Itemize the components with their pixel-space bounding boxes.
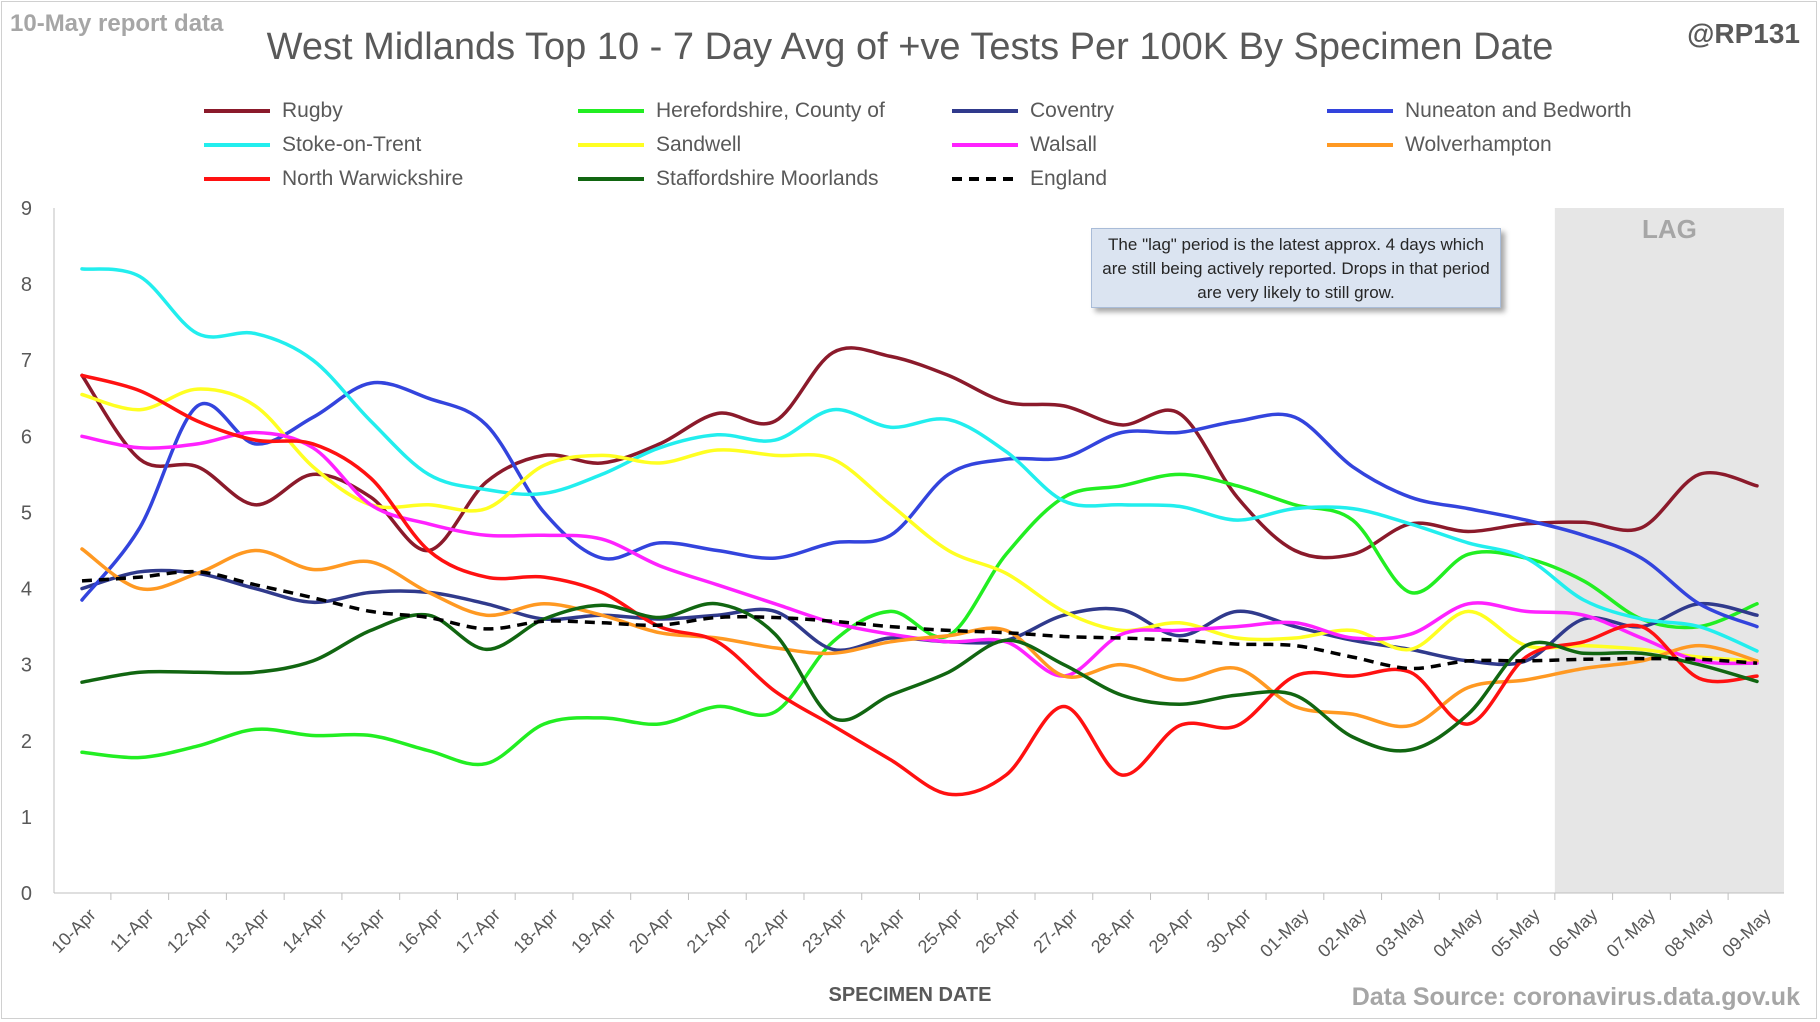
legend-label: Coventry (1030, 99, 1115, 122)
legend-item-nuneaton-and-bedworth: Nuneaton and Bedworth (1323, 96, 1632, 126)
x-tick-label: 19-Apr (567, 905, 619, 957)
y-tick-label: 6 (21, 426, 32, 448)
y-tick-label: 5 (21, 502, 32, 524)
legend-swatch (578, 109, 644, 113)
x-tick-label: 24-Apr (856, 905, 908, 957)
x-tick-label: 18-Apr (509, 905, 561, 957)
y-tick-label: 4 (21, 579, 32, 601)
legend-swatch (952, 143, 1018, 147)
legend-swatch (204, 143, 270, 147)
y-tick-label: 1 (21, 807, 32, 829)
legend-swatch (952, 177, 1018, 181)
legend-item-north-warwickshire: North Warwickshire (200, 164, 463, 194)
y-tick-label: 8 (21, 274, 32, 296)
legend-swatch (204, 109, 270, 113)
x-tick-label: 05-May (1487, 905, 1544, 962)
legend-item-rugby: Rugby (200, 96, 343, 126)
legend-swatch (1327, 143, 1393, 147)
y-tick-label: 3 (21, 655, 32, 677)
x-tick-label: 14-Apr (278, 905, 330, 957)
legend-label: Wolverhampton (1405, 133, 1552, 156)
legend-item-wolverhampton: Wolverhampton (1323, 130, 1552, 160)
x-tick-label: 22-Apr (740, 905, 792, 957)
chart-legend: Rugby Herefordshire, County of Coventry Nun… (0, 96, 1820, 196)
x-tick-label: 04-May (1429, 905, 1486, 962)
series-line-england (81, 569, 1758, 671)
x-tick-label: 09-May (1718, 905, 1775, 962)
legend-label: Herefordshire, County of (656, 99, 885, 122)
x-tick-label: 10-Apr (47, 905, 99, 957)
series-line-herefordshire-county-of (80, 472, 1759, 767)
data-source-label: Data Source: coronavirus.data.gov.uk (1351, 983, 1800, 1011)
y-tick-label: 0 (21, 883, 32, 905)
legend-item-coventry: Coventry (948, 96, 1114, 126)
x-tick-label: 06-May (1545, 905, 1602, 962)
legend-swatch (204, 177, 270, 181)
x-tick-label: 27-Apr (1029, 905, 1081, 957)
x-tick-label: 17-Apr (452, 905, 504, 957)
legend-swatch (578, 143, 644, 147)
x-tick-label: 28-Apr (1087, 905, 1139, 957)
report-date-label: 10-May report data (10, 10, 224, 37)
series-line-north-warwickshire (80, 373, 1759, 797)
legend-item-herefordshire-county-of: Herefordshire, County of (574, 96, 885, 126)
lag-note: The "lag" period is the latest approx. 4… (1091, 228, 1501, 308)
x-tick-label: 08-May (1660, 905, 1717, 962)
legend-label: Stoke-on-Trent (282, 133, 422, 156)
y-tick-label: 2 (21, 731, 32, 753)
x-tick-label: 23-Apr (798, 905, 850, 957)
x-tick-label: 07-May (1603, 905, 1660, 962)
legend-swatch (952, 109, 1018, 113)
author-handle: @RP131 (1687, 18, 1800, 49)
y-tick-label: 7 (21, 350, 32, 372)
x-tick-label: 29-Apr (1145, 905, 1197, 957)
legend-swatch (578, 177, 644, 181)
legend-label: North Warwickshire (282, 167, 464, 190)
series-line-sandwell (80, 387, 1759, 663)
x-tick-label: 01-May (1256, 905, 1313, 962)
chart-title: West Midlands Top 10 - 7 Day Avg of +ve … (266, 26, 1554, 68)
x-tick-label: 30-Apr (1203, 905, 1255, 957)
x-tick-label: 16-Apr (394, 905, 446, 957)
x-tick-label: 21-Apr (683, 905, 735, 957)
x-tick-label: 26-Apr (972, 905, 1024, 957)
legend-label: Sandwell (656, 133, 742, 156)
series-line-nuneaton-and-bedworth (80, 380, 1759, 629)
legend-label: Walsall (1030, 133, 1097, 156)
y-tick-label: 9 (21, 198, 32, 220)
x-tick-label: 03-May (1372, 905, 1429, 962)
legend-item-sandwell: Sandwell (574, 130, 741, 160)
legend-label: Nuneaton and Bedworth (1405, 99, 1632, 122)
x-tick-label: 25-Apr (914, 905, 966, 957)
x-tick-label: 11-Apr (106, 905, 157, 956)
x-axis-title: SPECIMEN DATE (828, 984, 992, 1006)
legend-item-stoke-on-trent: Stoke-on-Trent (200, 130, 421, 160)
legend-label: Staffordshire Moorlands (656, 167, 879, 190)
series-line-stoke-on-trent (80, 267, 1759, 653)
legend-item-walsall: Walsall (948, 130, 1097, 160)
legend-swatch (1327, 109, 1393, 113)
x-tick-label: 20-Apr (625, 905, 677, 957)
legend-item-staffordshire-moorlands: Staffordshire Moorlands (574, 164, 879, 194)
x-tick-label: 12-Apr (163, 905, 215, 957)
legend-label: England (1030, 167, 1108, 190)
lag-label: LAG (1642, 214, 1697, 244)
x-tick-label: 15-Apr (336, 905, 388, 957)
legend-item-england: England (948, 164, 1107, 194)
x-tick-label: 13-Apr (221, 905, 273, 957)
x-tick-label: 02-May (1314, 905, 1371, 962)
series-line-staffordshire-moorlands (80, 601, 1759, 753)
lag-shaded-region (1554, 208, 1784, 893)
series-line-wolverhampton (80, 547, 1759, 729)
legend-label: Rugby (282, 99, 343, 122)
